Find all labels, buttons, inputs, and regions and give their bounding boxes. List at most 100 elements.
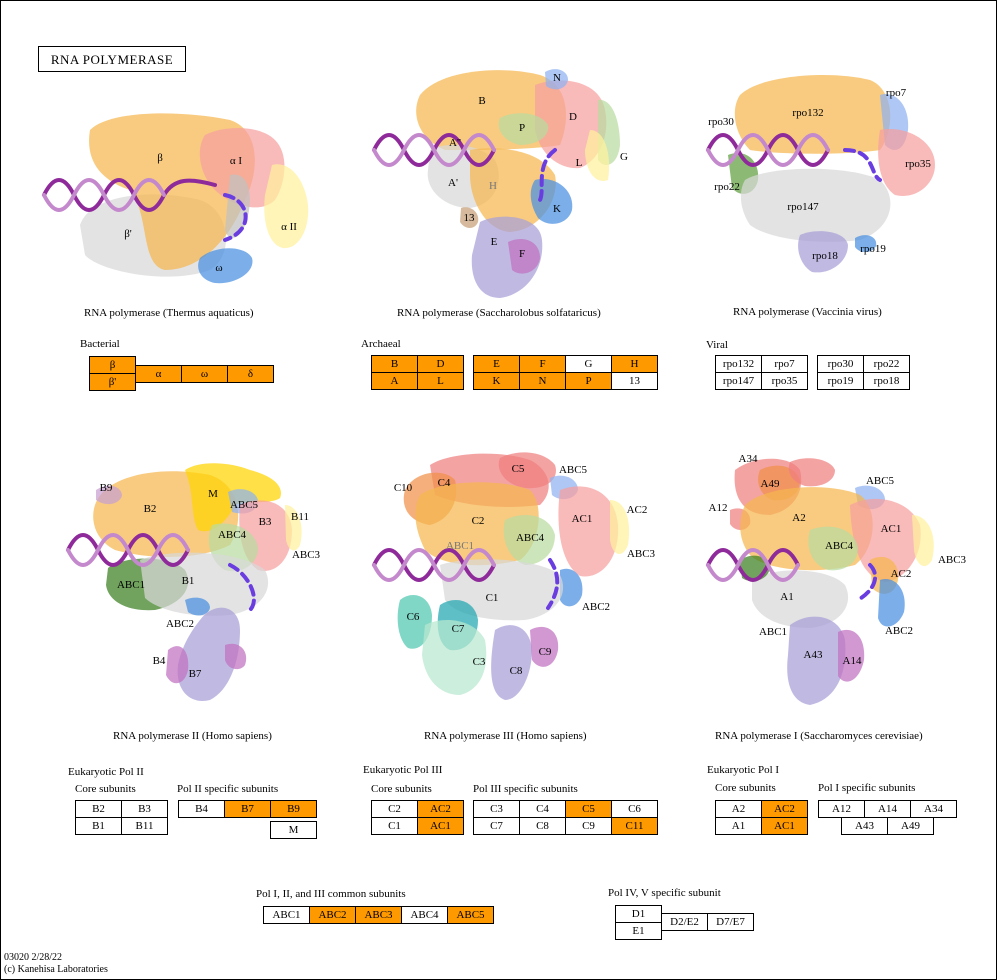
structure-label: α II	[281, 221, 297, 233]
gene-box[interactable]: A2	[715, 800, 762, 818]
structure-label: N	[553, 72, 561, 84]
structure-label: ABC4	[516, 532, 545, 544]
gene-box[interactable]: B1	[75, 817, 122, 835]
gene-box[interactable]: rpo132	[715, 355, 762, 373]
gene-box[interactable]: F	[519, 355, 566, 373]
gene-box[interactable]: K	[473, 372, 520, 390]
structure-pol1	[730, 458, 934, 705]
gene-box[interactable]: A12	[818, 800, 865, 818]
gene-box[interactable]: A14	[864, 800, 911, 818]
gene-box[interactable]: C3	[473, 800, 520, 818]
gene-box[interactable]: P	[565, 372, 612, 390]
gene-box[interactable]: A49	[887, 817, 934, 835]
structure-label: C8	[510, 665, 523, 677]
structure-pol3	[397, 452, 630, 700]
gene-box[interactable]: A	[371, 372, 418, 390]
group-pol3: Eukaryotic Pol III	[363, 764, 443, 776]
group-pol45: Pol IV, V specific subunit	[608, 887, 721, 899]
gene-box[interactable]: ABC3	[355, 906, 402, 924]
gene-box[interactable]: B	[371, 355, 418, 373]
gene-box[interactable]: β	[89, 356, 136, 374]
gene-box[interactable]: B11	[121, 817, 168, 835]
gene-box[interactable]: G	[565, 355, 612, 373]
gene-box[interactable]: D2/E2	[661, 913, 708, 931]
gene-box[interactable]: D1	[615, 905, 662, 923]
gene-box[interactable]: rpo35	[761, 372, 808, 390]
structure-label: rpo19	[860, 243, 886, 255]
gene-box[interactable]: rpo19	[817, 372, 864, 390]
subunit-C8-shape	[491, 625, 532, 700]
gene-box[interactable]: δ	[227, 365, 274, 383]
structure-label: ABC1	[759, 626, 787, 638]
subunit-AC1-shape	[558, 486, 619, 577]
gene-box[interactable]: C8	[519, 817, 566, 835]
rna-loops	[223, 148, 882, 612]
structure-label: C6	[407, 611, 420, 623]
structure-label: B9	[100, 482, 113, 494]
gene-box[interactable]: H	[611, 355, 658, 373]
gene-box[interactable]: ABC4	[401, 906, 448, 924]
gene-box[interactable]: B2	[75, 800, 122, 818]
gene-box[interactable]: E1	[615, 922, 662, 940]
group-pol1: Eukaryotic Pol I	[707, 764, 780, 776]
structure-label: L	[576, 157, 583, 169]
gene-box[interactable]: C11	[611, 817, 658, 835]
gene-box[interactable]: E	[473, 355, 520, 373]
gene-box[interactable]: rpo22	[863, 355, 910, 373]
gene-box[interactable]: rpo7	[761, 355, 808, 373]
structure-vaccinia	[728, 75, 935, 273]
gene-box[interactable]: β'	[89, 373, 136, 391]
gene-box[interactable]: L	[417, 372, 464, 390]
gene-box[interactable]: AC2	[761, 800, 808, 818]
gene-box[interactable]: AC1	[417, 817, 464, 835]
structure-label: ABC1	[446, 540, 474, 552]
structure-label: H	[489, 180, 497, 192]
dna-helices	[42, 133, 830, 582]
gene-box[interactable]: B7	[224, 800, 271, 818]
gene-box[interactable]: C9	[565, 817, 612, 835]
gene-box[interactable]: D7/E7	[707, 913, 754, 931]
gene-box[interactable]: C7	[473, 817, 520, 835]
gene-box[interactable]: rpo18	[863, 372, 910, 390]
gene-box[interactable]: D	[417, 355, 464, 373]
structure-label: A12	[709, 502, 728, 514]
gene-box[interactable]: ABC2	[309, 906, 356, 924]
footer-version: 03020 2/28/22	[4, 952, 63, 963]
gene-box[interactable]: A43	[841, 817, 888, 835]
structure-label: ABC2	[885, 625, 913, 637]
gene-box[interactable]: AC1	[761, 817, 808, 835]
gene-box[interactable]: B4	[178, 800, 225, 818]
structure-label: C7	[452, 623, 465, 635]
gene-box[interactable]: B9	[270, 800, 317, 818]
gene-box[interactable]: ABC1	[263, 906, 310, 924]
structure-label: B	[478, 95, 485, 107]
gene-box[interactable]: C4	[519, 800, 566, 818]
subunit-A43-shape	[787, 616, 846, 705]
structure-label: ABC5	[866, 475, 895, 487]
gene-box[interactable]: ω	[181, 365, 228, 383]
structure-label: A34	[739, 453, 758, 465]
gene-box[interactable]: ABC5	[447, 906, 494, 924]
structure-label: ω	[215, 262, 222, 274]
gene-box[interactable]: α	[135, 365, 182, 383]
structure-label: ABC3	[292, 549, 321, 561]
gene-box[interactable]: rpo147	[715, 372, 762, 390]
gene-box[interactable]: B3	[121, 800, 168, 818]
gene-box[interactable]: 13	[611, 372, 658, 390]
structure-label: C1	[486, 592, 499, 604]
gene-box[interactable]: C1	[371, 817, 418, 835]
structure-label: E	[491, 236, 498, 248]
gene-box[interactable]: A1	[715, 817, 762, 835]
gene-box[interactable]: AC2	[417, 800, 464, 818]
gene-box[interactable]: C2	[371, 800, 418, 818]
gene-box[interactable]: M	[270, 821, 317, 839]
gene-box[interactable]: C6	[611, 800, 658, 818]
structure-label: rpo22	[714, 181, 740, 193]
structure-label: B4	[153, 655, 166, 667]
structure-label: ABC4	[218, 529, 247, 541]
gene-box[interactable]: A34	[910, 800, 957, 818]
gene-box[interactable]: N	[519, 372, 566, 390]
gene-box[interactable]: C5	[565, 800, 612, 818]
dna-strand-a-thermus	[42, 178, 217, 212]
gene-box[interactable]: rpo30	[817, 355, 864, 373]
